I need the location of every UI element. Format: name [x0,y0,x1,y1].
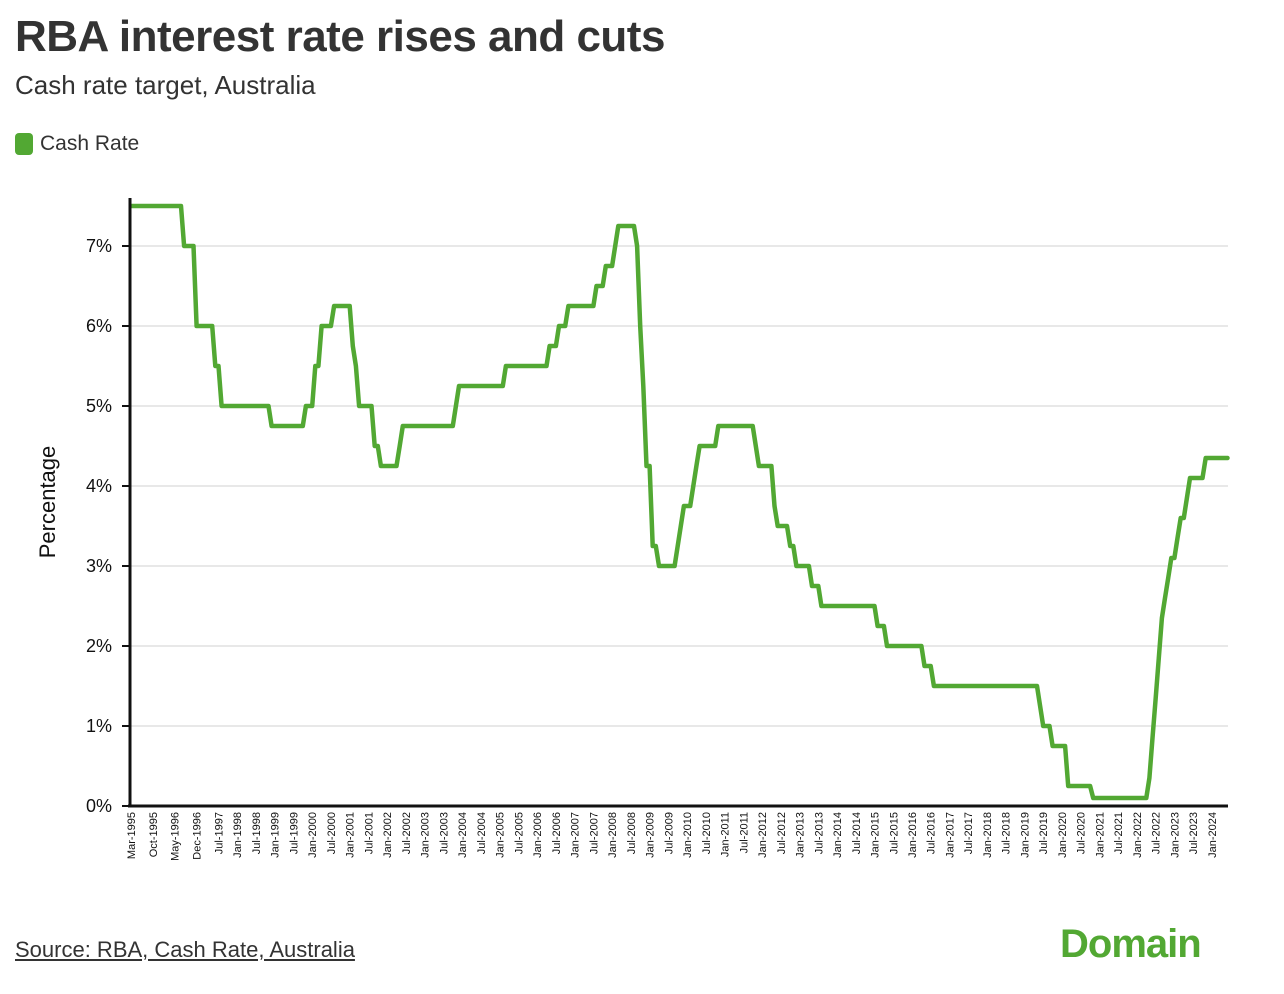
x-tick-label: Oct-1995 [148,812,160,857]
x-tick-label: Jan-2023 [1169,812,1181,858]
x-tick-label: Jul-2021 [1113,812,1125,854]
chart-subtitle: Cash rate target, Australia [15,70,316,100]
legend[interactable]: Cash Rate [15,132,139,156]
x-tick-label: Jul-2018 [1001,812,1013,854]
x-tick-label: Jul-2011 [738,812,750,853]
x-tick-label: Jul-1997 [214,812,226,854]
x-tick-label: Jan-2008 [607,812,619,858]
y-tick-label: 7% [86,236,112,256]
y-tick-label: 1% [86,716,112,736]
x-tick-label: Jan-2006 [532,812,544,858]
source-link[interactable]: Source: RBA, Cash Rate, Australia [15,937,355,962]
x-tick-label: Jul-2010 [701,812,713,854]
x-tick-label: Jan-2021 [1094,812,1106,858]
y-tick-label: 4% [86,476,112,496]
x-tick-label: Jul-2022 [1151,812,1163,854]
x-tick-label: Jul-2006 [551,812,563,854]
x-tick-label: Jan-2007 [570,812,582,858]
x-tick-label: Jan-2004 [457,812,469,858]
x-tick-label: Jan-2002 [382,812,394,858]
domain-logo: Domain [1060,922,1202,966]
x-tick-label: Jul-2015 [888,812,900,854]
y-tick-label: 5% [86,396,112,416]
x-tick-label: Jan-2009 [645,812,657,858]
legend-swatch [15,133,33,155]
x-tick-label: Dec-1996 [192,812,204,860]
x-tick-label: Jul-2005 [513,812,525,854]
x-tick-label: Jan-2001 [345,812,357,858]
y-axis-label: Percentage [35,446,60,559]
x-tick-label: Jul-2002 [401,812,413,854]
y-tick-label: 3% [86,556,112,576]
x-tick-label: Jan-2018 [982,812,994,858]
x-tick-label: Jul-2000 [326,812,338,854]
y-tick-label: 2% [86,636,112,656]
x-tick-label: Jan-2003 [420,812,432,858]
x-tick-label: Jan-2019 [1020,812,1032,858]
x-tick-label: Jul-2020 [1076,812,1088,854]
x-tick-label: Jan-1999 [270,812,282,858]
x-tick-label: Jan-2024 [1207,812,1219,858]
x-tick-label: Mar-1995 [126,812,138,859]
x-tick-label: Jul-2016 [926,812,938,854]
y-tick-label: 6% [86,316,112,336]
x-tick-label: Jan-2012 [757,812,769,858]
x-tick-label: Jul-2004 [476,812,488,854]
x-tick-label: Jul-2007 [588,812,600,854]
x-tick-label: Jul-2012 [776,812,788,854]
x-tick-label: Jul-2014 [851,812,863,854]
chart-title: RBA interest rate rises and cuts [15,12,665,61]
x-tick-label: Jul-2009 [663,812,675,854]
x-tick-label: Jan-2022 [1132,812,1144,858]
x-tick-label: Jul-1998 [251,812,263,854]
x-tick-label: Jul-2019 [1038,812,1050,854]
x-tick-label: Jan-2010 [682,812,694,858]
cash-rate-line [128,203,1230,801]
y-tick-label: 0% [86,796,112,816]
x-tick-label: Jan-2005 [495,812,507,858]
x-tick-label: Jan-1998 [232,812,244,858]
x-tick-label: Jan-2015 [870,812,882,858]
legend-label: Cash Rate [40,132,140,155]
x-tick-label: Jan-2011 [720,812,732,857]
x-tick-label: Jul-2001 [363,812,375,854]
x-tick-label: Jul-2003 [438,812,450,854]
x-tick-label: Jul-1999 [288,812,300,854]
x-tick-label: Jan-2014 [832,812,844,858]
x-tick-label: Jul-2017 [963,812,975,854]
x-tick-label: May-1996 [170,812,182,861]
x-tick-label: Jan-2013 [795,812,807,858]
x-tick-label: Jul-2013 [813,812,825,854]
x-tick-label: Jan-2016 [907,812,919,858]
x-tick-label: Jul-2023 [1188,812,1200,854]
x-tick-label: Jan-2020 [1057,812,1069,858]
x-tick-label: Jan-2000 [307,812,319,858]
x-tick-label: Jan-2017 [945,812,957,858]
x-tick-label: Jul-2008 [626,812,638,854]
